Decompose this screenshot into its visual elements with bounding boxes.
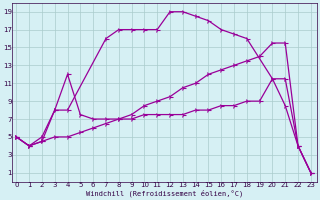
X-axis label: Windchill (Refroidissement éolien,°C): Windchill (Refroidissement éolien,°C) bbox=[86, 190, 244, 197]
